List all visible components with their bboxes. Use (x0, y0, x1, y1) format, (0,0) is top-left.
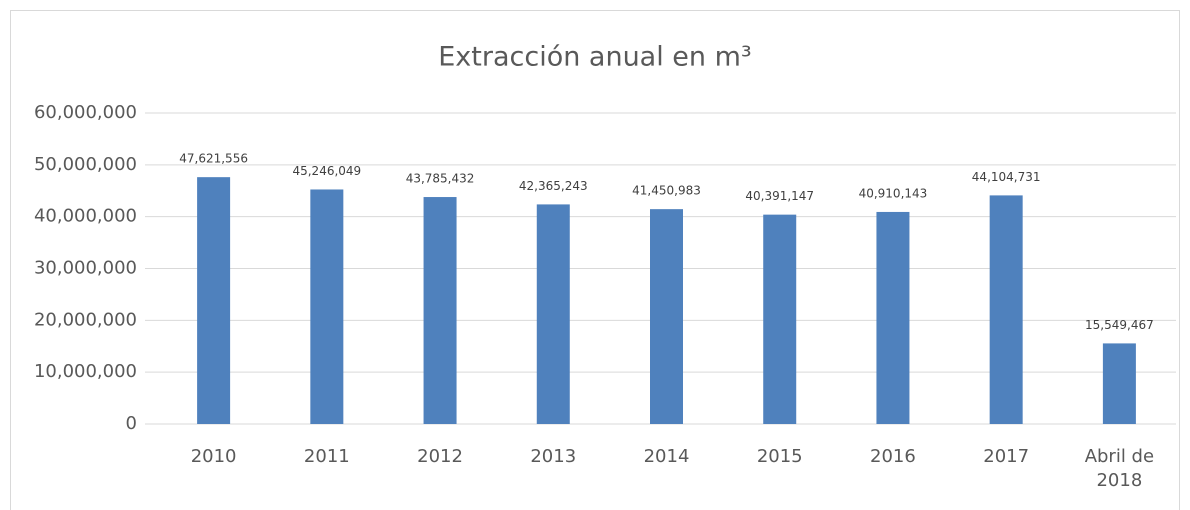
y-tick-label: 0 (126, 413, 137, 434)
chart-title: Extracción anual en m³ (438, 42, 752, 73)
bar (1102, 343, 1136, 424)
bar (876, 211, 910, 424)
chart-border (10, 10, 1180, 510)
bar (310, 189, 344, 424)
bar (763, 214, 797, 424)
x-tick-label: 2014 (643, 446, 690, 467)
data-label: 40,910,143 (859, 186, 928, 200)
bar (989, 195, 1023, 424)
x-tick-label: 2010 (190, 446, 237, 467)
x-tick-label: 2012 (417, 446, 463, 467)
y-tick-label: 60,000,000 (34, 102, 137, 123)
x-tick-label: 2015 (756, 446, 803, 467)
y-tick-label: 20,000,000 (34, 309, 137, 330)
y-tick-label: 40,000,000 (34, 206, 137, 227)
bar (650, 209, 683, 424)
x-tick-label: 2013 (530, 446, 577, 467)
data-label: 41,450,983 (632, 184, 701, 198)
y-tick-label: 30,000,000 (34, 258, 137, 279)
data-label: 47,621,556 (179, 152, 248, 166)
x-tick-label: Abril de 2018 (1084, 446, 1155, 491)
data-label: 15,549,467 (1085, 318, 1154, 332)
bar (536, 204, 570, 424)
data-label: 40,391,147 (745, 189, 814, 203)
y-tick-label: 50,000,000 (34, 154, 137, 175)
bar (423, 197, 457, 424)
data-label: 42,365,243 (519, 179, 588, 193)
data-label: 43,785,432 (406, 172, 475, 186)
data-label: 44,104,731 (972, 170, 1041, 184)
x-tick-label: 2016 (870, 446, 916, 467)
y-tick-label: 10,000,000 (34, 361, 137, 382)
bar (197, 177, 231, 424)
data-label: 45,246,049 (292, 164, 361, 178)
x-tick-label: 2017 (983, 446, 1030, 467)
x-tick-label: 2011 (303, 446, 350, 467)
